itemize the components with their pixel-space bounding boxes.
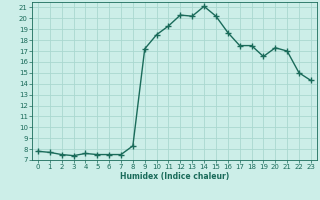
X-axis label: Humidex (Indice chaleur): Humidex (Indice chaleur) [120, 172, 229, 181]
